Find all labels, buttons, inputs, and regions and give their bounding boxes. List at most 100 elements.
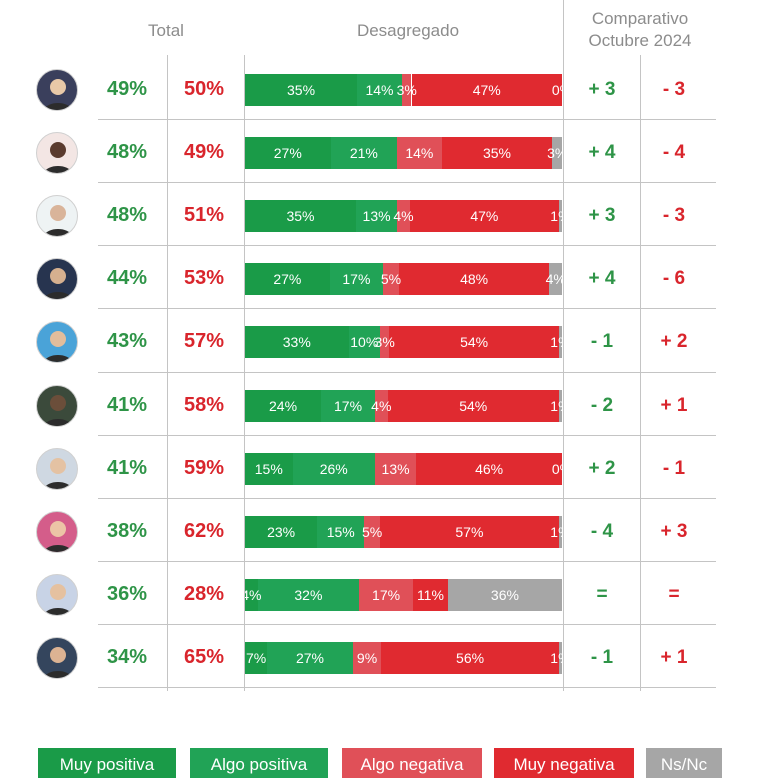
bar-data-label: 27% [273, 271, 302, 288]
bar-segment-algo-negativa [364, 515, 380, 548]
bar-data-label: 48% [460, 271, 489, 288]
bar-data-label: 17% [342, 271, 371, 288]
change-negative: + 1 [660, 394, 688, 416]
breakdown-header: Desagregado [356, 21, 460, 40]
total-positive: 49% [106, 78, 148, 100]
comparison-header-line1: Comparativo [591, 9, 689, 28]
bar-segment-algo-negativa [374, 452, 417, 485]
change-positive: + 2 [588, 457, 616, 479]
change-positive: + 4 [588, 268, 616, 290]
bar-segment-ns-nc [558, 389, 562, 422]
bar-segment-muy-negativa [416, 452, 562, 485]
row-divider [98, 119, 716, 121]
stacked-bar: 33% 10%3% 54% 1% [245, 326, 562, 359]
bar-data-label: 24% [269, 397, 298, 414]
bar-segment-muy-positiva [245, 452, 293, 485]
bar-data-label: 13% [362, 208, 391, 225]
total-negative: 58% [183, 393, 225, 416]
bar-data-label: 17% [372, 586, 401, 603]
total-negative: 53% [183, 267, 225, 290]
total-negative: 65% [183, 645, 225, 668]
bar-segment-algo-positiva [357, 74, 402, 106]
bar-data-label: 1% [550, 208, 562, 225]
bar-data-label: 1% [550, 523, 562, 540]
bar-data-label: 1% [550, 397, 562, 414]
bar-segment-algo-positiva [267, 641, 353, 674]
avatar [36, 321, 78, 364]
total-positive: 41% [106, 393, 148, 416]
bar-segment-muy-positiva [245, 326, 349, 359]
row-divider [98, 308, 716, 310]
bar-segment-ns-nc [558, 326, 562, 359]
total-positive: 48% [106, 204, 148, 227]
bar-data-label: 35% [287, 82, 316, 98]
grid-vline-compare-2 [640, 55, 641, 691]
total-negative: 49% [183, 141, 225, 164]
change-negative: - 4 [662, 142, 686, 164]
total-positive: 36% [106, 582, 148, 605]
total-positive: 43% [106, 330, 148, 353]
bar-segment-muy-positiva [245, 389, 322, 422]
bar-segment-muy-negativa [389, 326, 559, 359]
stacked-bar: 24% 17% 4% 54% 1% [245, 389, 562, 422]
stacked-bar: 27% 21% 14% 35% 3% [245, 137, 562, 170]
total-negative: 59% [183, 456, 225, 479]
comparison-header-line2: Octubre 2024 [588, 31, 692, 50]
legend-item-algo-negativa: Algo negativa [342, 748, 482, 778]
avatar [36, 447, 78, 490]
bar-segment-algo-negativa [352, 641, 382, 674]
total-negative: 28% [183, 582, 225, 605]
bar-data-label: 0% [551, 460, 562, 477]
row-divider [98, 371, 716, 373]
bar-segment-ns-nc [549, 263, 562, 296]
bar-data-label: 3% [374, 334, 395, 351]
person-silhouette-icon [43, 142, 73, 174]
total-positive: 34% [106, 645, 148, 668]
total-negative: 57% [183, 330, 225, 353]
total-positive: 41% [106, 456, 148, 479]
bar-segment-muy-positiva [245, 263, 330, 296]
bar-data-label: 1% [550, 334, 562, 351]
row-divider [98, 497, 716, 499]
bar-data-label: 10% [350, 334, 379, 351]
avatar [36, 510, 78, 553]
change-positive: + 4 [588, 142, 616, 164]
change-positive: - 1 [590, 646, 614, 668]
bar-data-label: 4% [245, 586, 262, 603]
bar-data-label: 15% [254, 460, 283, 477]
row-divider [98, 434, 716, 436]
bar-segment-algo-positiva [330, 137, 398, 170]
bar-segment-muy-negativa [381, 641, 559, 674]
row-divider [98, 623, 716, 625]
change-negative: + 1 [660, 646, 688, 668]
change-negative: - 6 [662, 268, 686, 290]
bar-data-label: 5% [380, 271, 402, 288]
bar-segment-ns-nc [447, 578, 562, 611]
bar-data-label: 35% [286, 208, 315, 225]
change-negative: = [668, 583, 680, 605]
bar-segment-algo-positiva [348, 326, 380, 359]
total-negative: 62% [183, 519, 225, 542]
change-positive: + 3 [588, 205, 616, 227]
total-header: Total [148, 21, 184, 40]
stacked-bar: 35% 14%3% 47% 0% [245, 74, 562, 106]
row-divider [98, 182, 716, 184]
change-negative: - 3 [662, 79, 686, 100]
bar-segment-algo-negativa [374, 389, 388, 422]
bar-segment-muy-negativa [387, 389, 559, 422]
avatar [36, 258, 78, 301]
avatar [36, 132, 78, 175]
bar-data-label: 54% [459, 397, 488, 414]
row-divider [98, 687, 716, 688]
legend-item-ns-nc: Ns/Nc [646, 748, 722, 778]
bar-segment-algo-negativa [383, 263, 399, 296]
avatar [36, 384, 78, 427]
bar-segment-muy-negativa [411, 74, 562, 106]
bar-segment-algo-negativa [397, 137, 442, 170]
person-silhouette-icon [43, 394, 73, 426]
bar-data-label: 14% [365, 82, 394, 98]
bar-data-label: 57% [455, 523, 484, 540]
bar-data-label: 14% [405, 145, 434, 162]
legend-item-muy-positiva: Muy positiva [38, 748, 176, 778]
row-divider [98, 560, 716, 562]
